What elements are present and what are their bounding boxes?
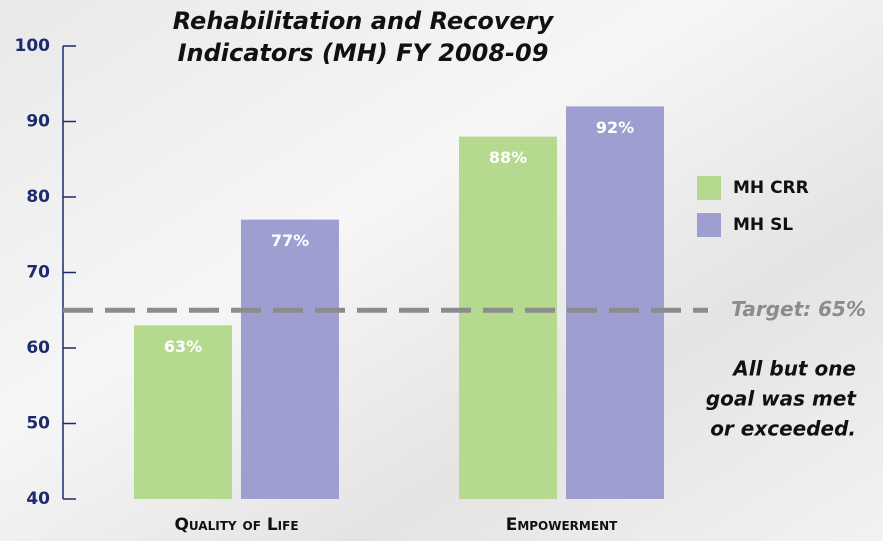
- bar: [241, 219, 339, 499]
- legend-swatch: [697, 176, 721, 200]
- y-tick-label: 70: [26, 263, 50, 283]
- target-label: Target: 65%: [731, 297, 866, 321]
- chart-title: Indicators (MH) FY 2008-09: [178, 39, 549, 67]
- annotation: or exceeded.: [710, 417, 856, 441]
- legend-label: MH SL: [733, 215, 793, 235]
- y-tick-label: 90: [26, 112, 50, 132]
- y-tick-label: 100: [15, 36, 51, 56]
- data-label: 92%: [596, 118, 634, 137]
- bar: [134, 325, 232, 499]
- y-tick-label: 50: [26, 414, 50, 434]
- x-tick-label: Empowerment: [506, 515, 618, 535]
- x-tick-label: Quality of Life: [174, 515, 298, 535]
- bar: [566, 106, 664, 500]
- annotation: goal was met: [706, 387, 858, 411]
- legend-label: MH CRR: [733, 178, 809, 198]
- chart-title: Rehabilitation and Recovery: [173, 7, 555, 35]
- y-tick-label: 60: [26, 338, 50, 358]
- legend-swatch: [697, 213, 721, 237]
- y-tick-label: 80: [26, 187, 50, 207]
- annotation: All but one: [731, 357, 856, 381]
- data-label: 88%: [489, 148, 527, 167]
- data-label: 77%: [271, 231, 309, 250]
- y-tick-label: 40: [26, 489, 50, 509]
- bar: [459, 136, 557, 499]
- data-label: 63%: [164, 337, 202, 356]
